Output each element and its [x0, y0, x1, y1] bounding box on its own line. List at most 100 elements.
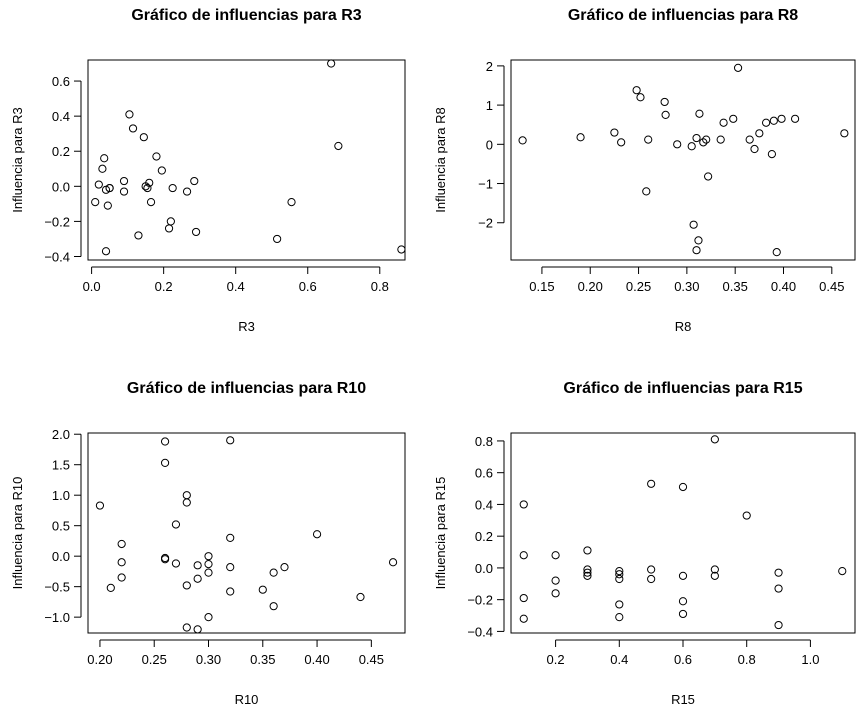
data-point — [678, 571, 688, 580]
data-point — [166, 217, 175, 226]
data-point — [710, 571, 719, 580]
data-point — [678, 609, 688, 619]
x-axis-label: R15 — [671, 692, 695, 707]
data-point — [100, 154, 109, 163]
data-point — [716, 135, 725, 144]
data-point — [190, 176, 199, 186]
x-axis-label: R10 — [235, 692, 259, 707]
data-point — [91, 198, 100, 207]
data-point — [692, 133, 701, 143]
chart-title: Gráfico de influencias para R8 — [568, 7, 798, 24]
x-tick-label: 0.2 — [155, 279, 173, 294]
data-point — [182, 623, 191, 632]
plot-frame — [87, 432, 406, 634]
data-point — [103, 201, 112, 210]
data-point — [610, 128, 619, 137]
data-point — [193, 574, 202, 583]
data-point — [139, 133, 148, 142]
data-point — [152, 152, 161, 161]
data-point — [273, 234, 282, 244]
data-point — [98, 164, 107, 173]
y-tick-label: −2 — [478, 216, 493, 231]
data-point — [226, 563, 235, 572]
plot-frame — [510, 59, 856, 261]
x-tick-label: 0.45 — [819, 279, 844, 294]
y-tick-label: −0.2 — [467, 593, 493, 608]
data-point — [617, 138, 626, 147]
data-point — [767, 150, 776, 159]
x-tick-label: 0.25 — [626, 279, 651, 294]
y-tick-label: 0.6 — [475, 466, 493, 481]
data-point — [193, 561, 202, 570]
data-point — [226, 436, 235, 445]
y-axis-label: Influencia para R8 — [433, 107, 448, 213]
data-point — [101, 247, 111, 256]
data-point — [117, 539, 126, 549]
x-tick-label: 0.4 — [610, 652, 628, 667]
data-point — [678, 482, 688, 492]
y-tick-label: −0.2 — [44, 214, 70, 229]
data-point — [790, 114, 800, 123]
data-point — [673, 140, 682, 149]
data-point — [678, 597, 688, 606]
data-point — [699, 138, 708, 147]
data-point — [95, 501, 105, 510]
x-tick-label: 0.40 — [304, 652, 329, 667]
x-tick-label: 1.0 — [801, 652, 819, 667]
data-point — [182, 491, 191, 500]
data-point — [519, 593, 528, 603]
data-point — [647, 574, 656, 584]
data-point — [117, 573, 126, 582]
data-point — [772, 248, 781, 257]
data-point — [356, 592, 365, 602]
data-point — [160, 458, 170, 467]
data-point — [117, 558, 126, 567]
data-point — [704, 172, 713, 181]
y-tick-label: 0.4 — [52, 109, 70, 124]
data-point — [615, 574, 624, 584]
data-point — [576, 133, 585, 142]
y-tick-label: −1 — [478, 177, 493, 192]
y-axis-label: Influencia para R15 — [433, 477, 448, 590]
y-tick-label: 1.5 — [52, 458, 70, 473]
data-point — [312, 530, 322, 539]
data-point — [642, 187, 651, 196]
data-point — [660, 97, 669, 107]
chart-title: Gráfico de influencias para R10 — [127, 380, 366, 397]
y-tick-label: 2.0 — [52, 427, 70, 442]
data-point — [769, 116, 778, 125]
data-point — [182, 581, 191, 590]
x-tick-label: 0.40 — [771, 279, 796, 294]
x-tick-label: 0.30 — [674, 279, 699, 294]
y-tick-label: −0.4 — [467, 624, 493, 639]
data-point — [838, 566, 847, 576]
data-point — [269, 602, 278, 611]
data-point — [145, 178, 154, 187]
data-point — [551, 576, 560, 585]
data-point — [733, 63, 743, 72]
data-point — [774, 568, 783, 577]
data-point — [388, 558, 398, 567]
y-tick-label: 0.4 — [475, 497, 493, 512]
data-point — [729, 114, 738, 123]
data-point — [695, 109, 704, 118]
data-point — [182, 187, 192, 196]
y-tick-label: 0.0 — [52, 549, 70, 564]
y-tick-label: 0.0 — [475, 561, 493, 576]
data-point — [105, 183, 114, 193]
y-tick-label: 0.2 — [475, 529, 493, 544]
data-point — [334, 141, 343, 151]
y-tick-label: 1 — [486, 98, 493, 113]
data-point — [636, 93, 645, 102]
data-point — [182, 498, 191, 507]
y-tick-label: 0.2 — [52, 144, 70, 159]
scatter-panel: Gráfico de influencias para R3 0.0 0.2 0.4 0… — [10, 7, 406, 334]
data-point — [134, 231, 143, 240]
data-point — [719, 118, 728, 127]
x-tick-label: 0.20 — [87, 652, 112, 667]
data-point — [204, 559, 213, 569]
data-point — [106, 583, 115, 592]
data-point — [615, 600, 624, 609]
scatter-panel: Gráfico de influencias para R15 0.2 0.4 0.6… — [433, 380, 856, 707]
data-point — [583, 571, 592, 580]
